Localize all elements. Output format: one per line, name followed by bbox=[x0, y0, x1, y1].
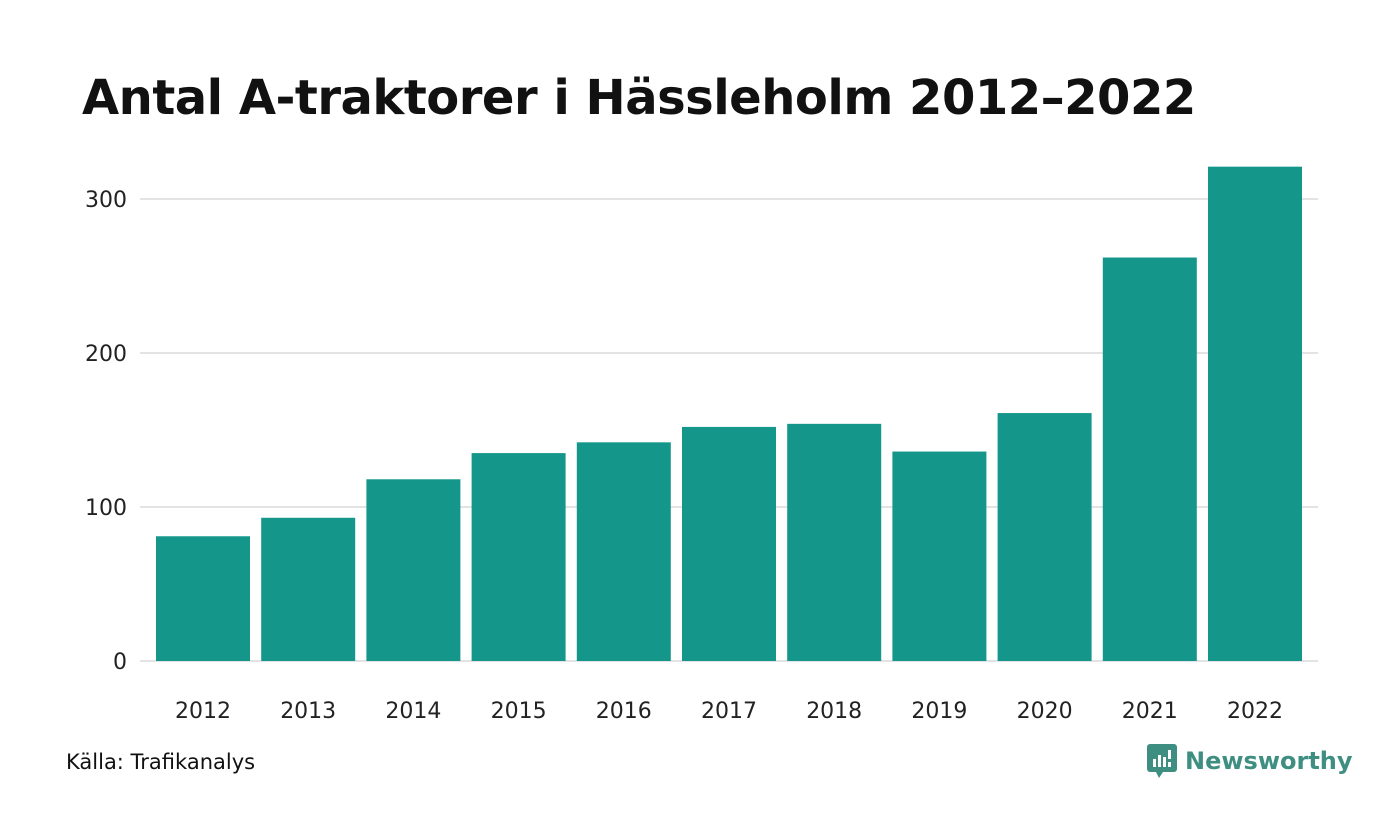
source-note: Källa: Trafikanalys bbox=[66, 750, 256, 774]
y-tick-label: 0 bbox=[113, 650, 127, 675]
bar-2014 bbox=[366, 479, 461, 661]
x-tick-label: 2015 bbox=[491, 699, 547, 724]
bar-2012 bbox=[156, 536, 250, 661]
newsworthy-logo-icon bbox=[1147, 744, 1177, 778]
bar-2016 bbox=[576, 442, 671, 661]
bar-2018 bbox=[787, 423, 882, 661]
x-tick-label: 2012 bbox=[175, 699, 231, 724]
y-axis-tick-labels: 0 100 200 300 bbox=[85, 188, 127, 675]
y-tick-label: 300 bbox=[85, 188, 127, 213]
bar-2022 bbox=[1208, 166, 1302, 661]
bar-2019 bbox=[892, 451, 987, 661]
brand-name: Newsworthy bbox=[1185, 747, 1353, 775]
x-tick-label: 2018 bbox=[806, 699, 862, 724]
x-tick-label: 2013 bbox=[280, 699, 336, 724]
bars bbox=[156, 166, 1302, 661]
x-tick-label: 2020 bbox=[1017, 699, 1073, 724]
y-tick-label: 200 bbox=[85, 342, 127, 367]
x-axis-tick-labels: 2012 2013 2014 2015 2016 2017 2018 2019 2020 2021… bbox=[175, 699, 1283, 724]
x-tick-label: 2019 bbox=[911, 699, 967, 724]
bar-2013 bbox=[261, 517, 356, 661]
x-tick-label: 2016 bbox=[596, 699, 652, 724]
x-tick-label: 2021 bbox=[1122, 699, 1178, 724]
bar-2015 bbox=[471, 453, 566, 661]
brand-logo: Newsworthy bbox=[1147, 744, 1353, 778]
bar-2020 bbox=[997, 413, 1092, 661]
x-tick-label: 2014 bbox=[385, 699, 441, 724]
chart-title: Antal A-traktorer i Hässleholm 2012–2022 bbox=[82, 70, 1196, 126]
x-tick-label: 2017 bbox=[701, 699, 757, 724]
bar-2017 bbox=[682, 426, 776, 661]
y-tick-label: 100 bbox=[85, 496, 127, 521]
bar-2021 bbox=[1102, 257, 1197, 661]
x-tick-label: 2022 bbox=[1227, 699, 1283, 724]
